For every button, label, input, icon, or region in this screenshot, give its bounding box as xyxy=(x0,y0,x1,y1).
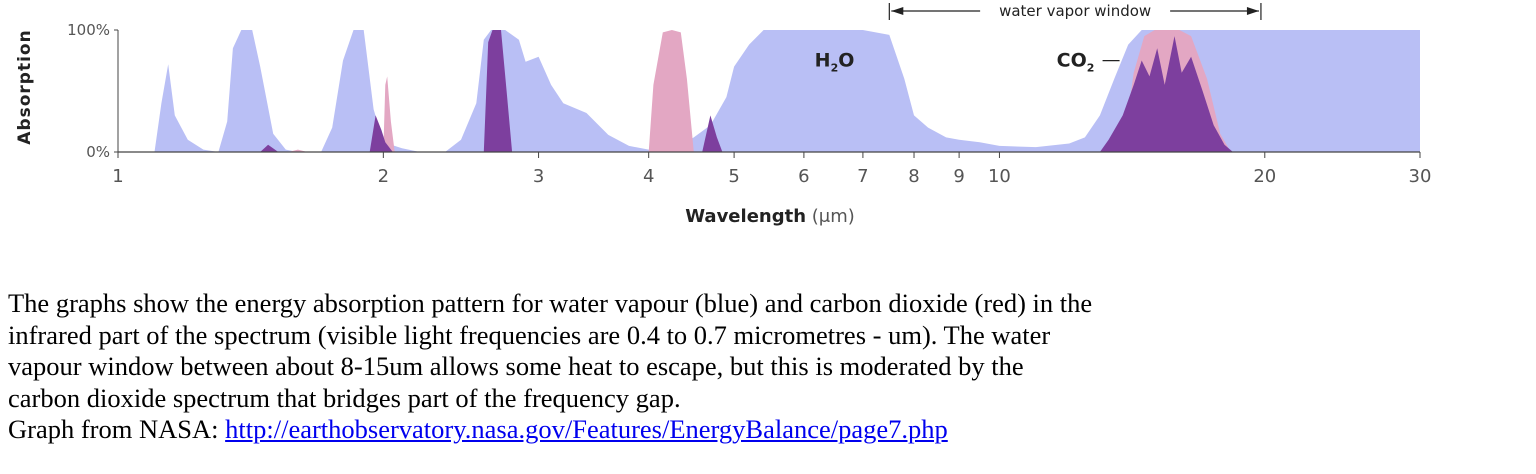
annotation-co: CO2 xyxy=(1057,50,1095,75)
x-tick-label: 7 xyxy=(857,166,868,187)
annotation-h: H2O xyxy=(815,50,855,75)
window-label: water vapor window xyxy=(999,2,1151,20)
x-tick-label: 10 xyxy=(988,166,1011,187)
y-axis-title: Absorption xyxy=(15,29,35,144)
caption-line-1: The graphs show the energy absorption pa… xyxy=(8,288,1093,318)
x-tick-label: 6 xyxy=(798,166,809,187)
y-tick-label: 0% xyxy=(86,143,110,161)
window-left-arrow xyxy=(891,7,904,15)
x-tick-label: 2 xyxy=(378,166,389,187)
source-link[interactable]: http://earthobservatory.nasa.gov/Feature… xyxy=(225,414,948,445)
caption-line-3: vapour window between about 8-15um allow… xyxy=(8,351,1024,382)
x-tick-label: 1 xyxy=(112,166,123,187)
x-tick-label: 4 xyxy=(643,166,654,187)
series-area-overlap xyxy=(260,30,1233,152)
x-tick-label: 5 xyxy=(728,166,739,187)
y-tick-label: 100% xyxy=(67,21,110,39)
window-right-arrow xyxy=(1246,7,1259,15)
source-prefix: Graph from NASA: xyxy=(8,414,226,445)
x-tick-label: 30 xyxy=(1409,166,1432,187)
absorption-chart: 100% 0% Absorption 1 2 3 4 5 6 7 8 9 10 20 30 Wavelengt… xyxy=(15,2,1432,227)
chart-svg: 100% 0% Absorption 1 2 3 4 5 6 7 8 9 10 20 30 Wavelengt… xyxy=(15,2,1432,227)
x-tick-label: 8 xyxy=(908,166,919,187)
caption-source: Graph from NASA: http://earthobservatory… xyxy=(8,414,1528,446)
x-tick-label: 20 xyxy=(1253,166,1276,187)
x-tick-label: 9 xyxy=(953,166,964,187)
x-tick-label: 3 xyxy=(533,166,544,187)
caption-line-4: carbon dioxide spectrum that bridges par… xyxy=(8,382,681,413)
caption-line-2: infrared part of the spectrum (visible l… xyxy=(8,319,1051,350)
series-area-h2o xyxy=(118,30,1420,152)
x-axis-title: Wavelength (μm) xyxy=(685,206,855,227)
caption: The graphs show the energy absorption pa… xyxy=(8,288,1528,446)
